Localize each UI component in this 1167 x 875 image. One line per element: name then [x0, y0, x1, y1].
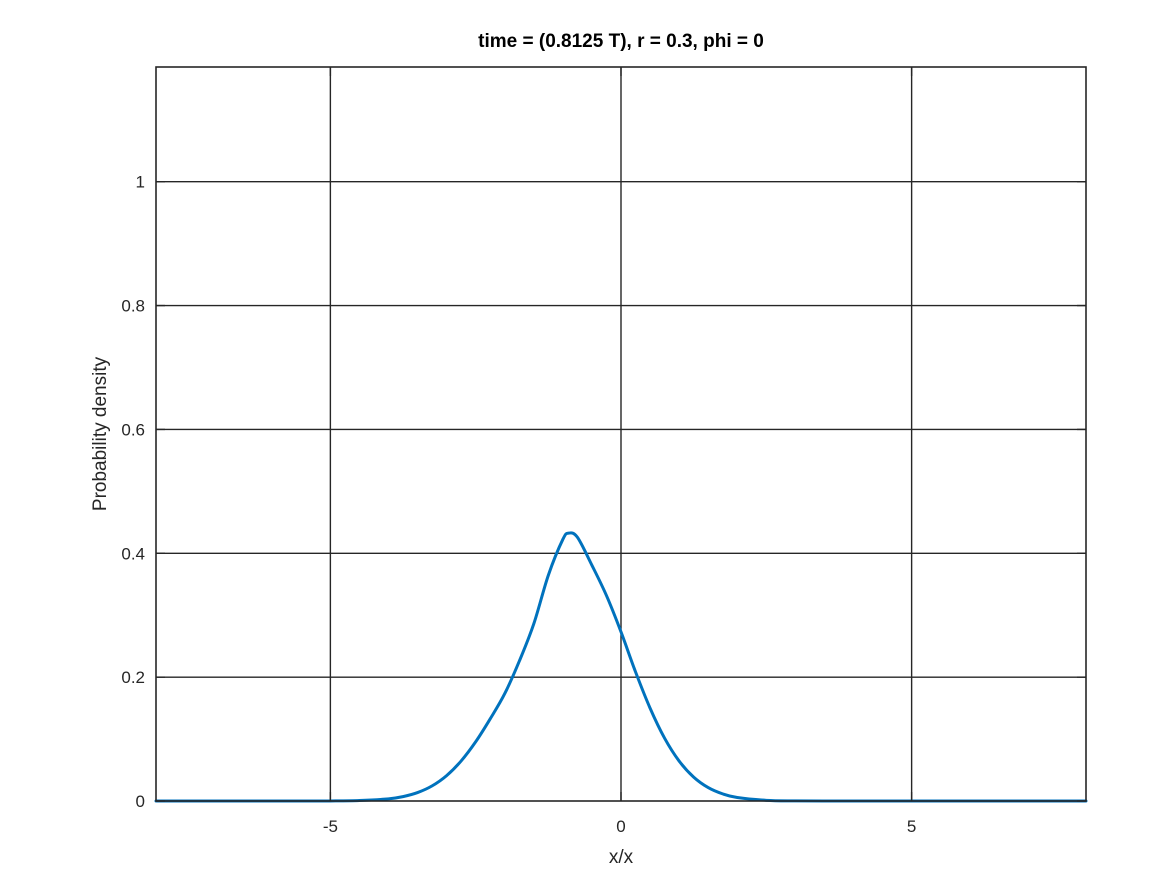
y-tick-label: 1	[136, 173, 145, 192]
x-axis-label: x/x	[609, 847, 634, 868]
grid-lines	[156, 67, 1086, 801]
tick-marks	[156, 67, 1086, 802]
tick-labels: -5 0 5 0 0.2 0.4 0.6 0.8 1	[121, 173, 916, 836]
y-tick-label: 0.6	[121, 420, 145, 439]
y-tick-label: 0	[136, 792, 145, 811]
y-tick-label: 0.2	[121, 668, 145, 687]
x-tick-label: -5	[323, 817, 338, 836]
y-axis-label: Probability density	[90, 356, 111, 511]
y-tick-label: 0.8	[121, 297, 145, 316]
chart-title: time = (0.8125 T), r = 0.3, phi = 0	[478, 31, 764, 52]
x-tick-label: 5	[907, 817, 916, 836]
y-tick-label: 0.4	[121, 544, 145, 563]
x-tick-label: 0	[616, 817, 625, 836]
